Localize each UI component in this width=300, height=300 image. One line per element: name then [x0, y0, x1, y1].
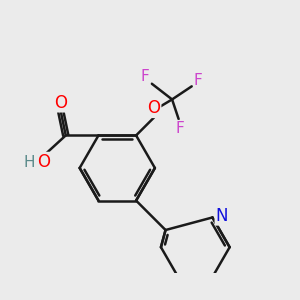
Text: N: N: [215, 207, 228, 225]
Text: H: H: [23, 155, 35, 170]
Text: O: O: [148, 99, 160, 117]
Text: F: F: [141, 69, 150, 84]
Text: F: F: [194, 73, 203, 88]
Text: O: O: [54, 94, 67, 112]
Text: O: O: [37, 153, 50, 171]
Text: F: F: [176, 121, 184, 136]
